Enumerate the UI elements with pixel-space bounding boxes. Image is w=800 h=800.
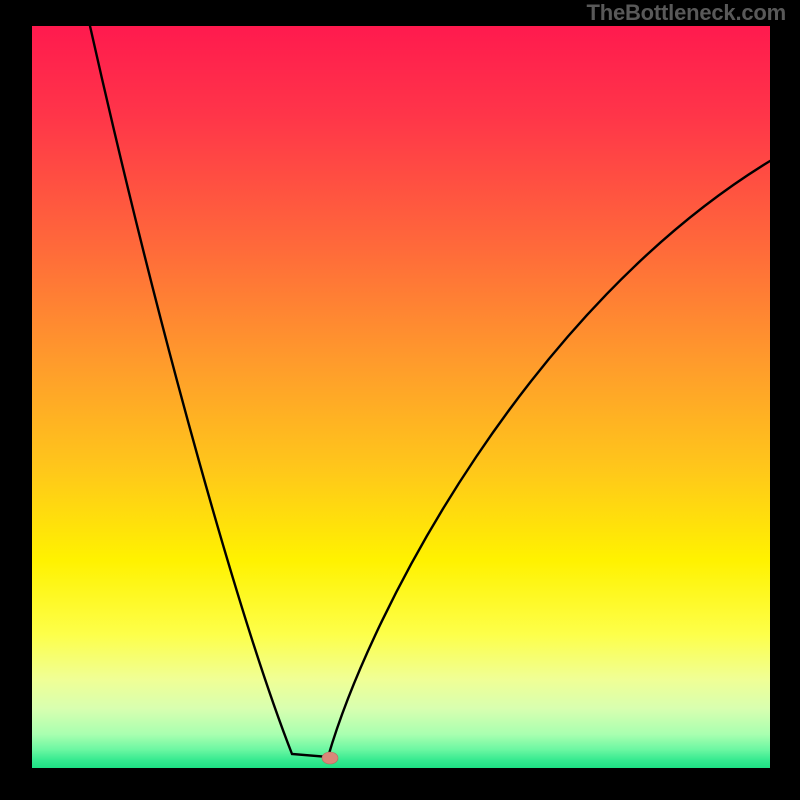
optimum-marker: [322, 752, 338, 764]
chart-frame: [0, 0, 800, 800]
plot-area: [32, 26, 770, 768]
watermark-text: TheBottleneck.com: [586, 0, 786, 26]
chart-svg: [0, 0, 800, 800]
